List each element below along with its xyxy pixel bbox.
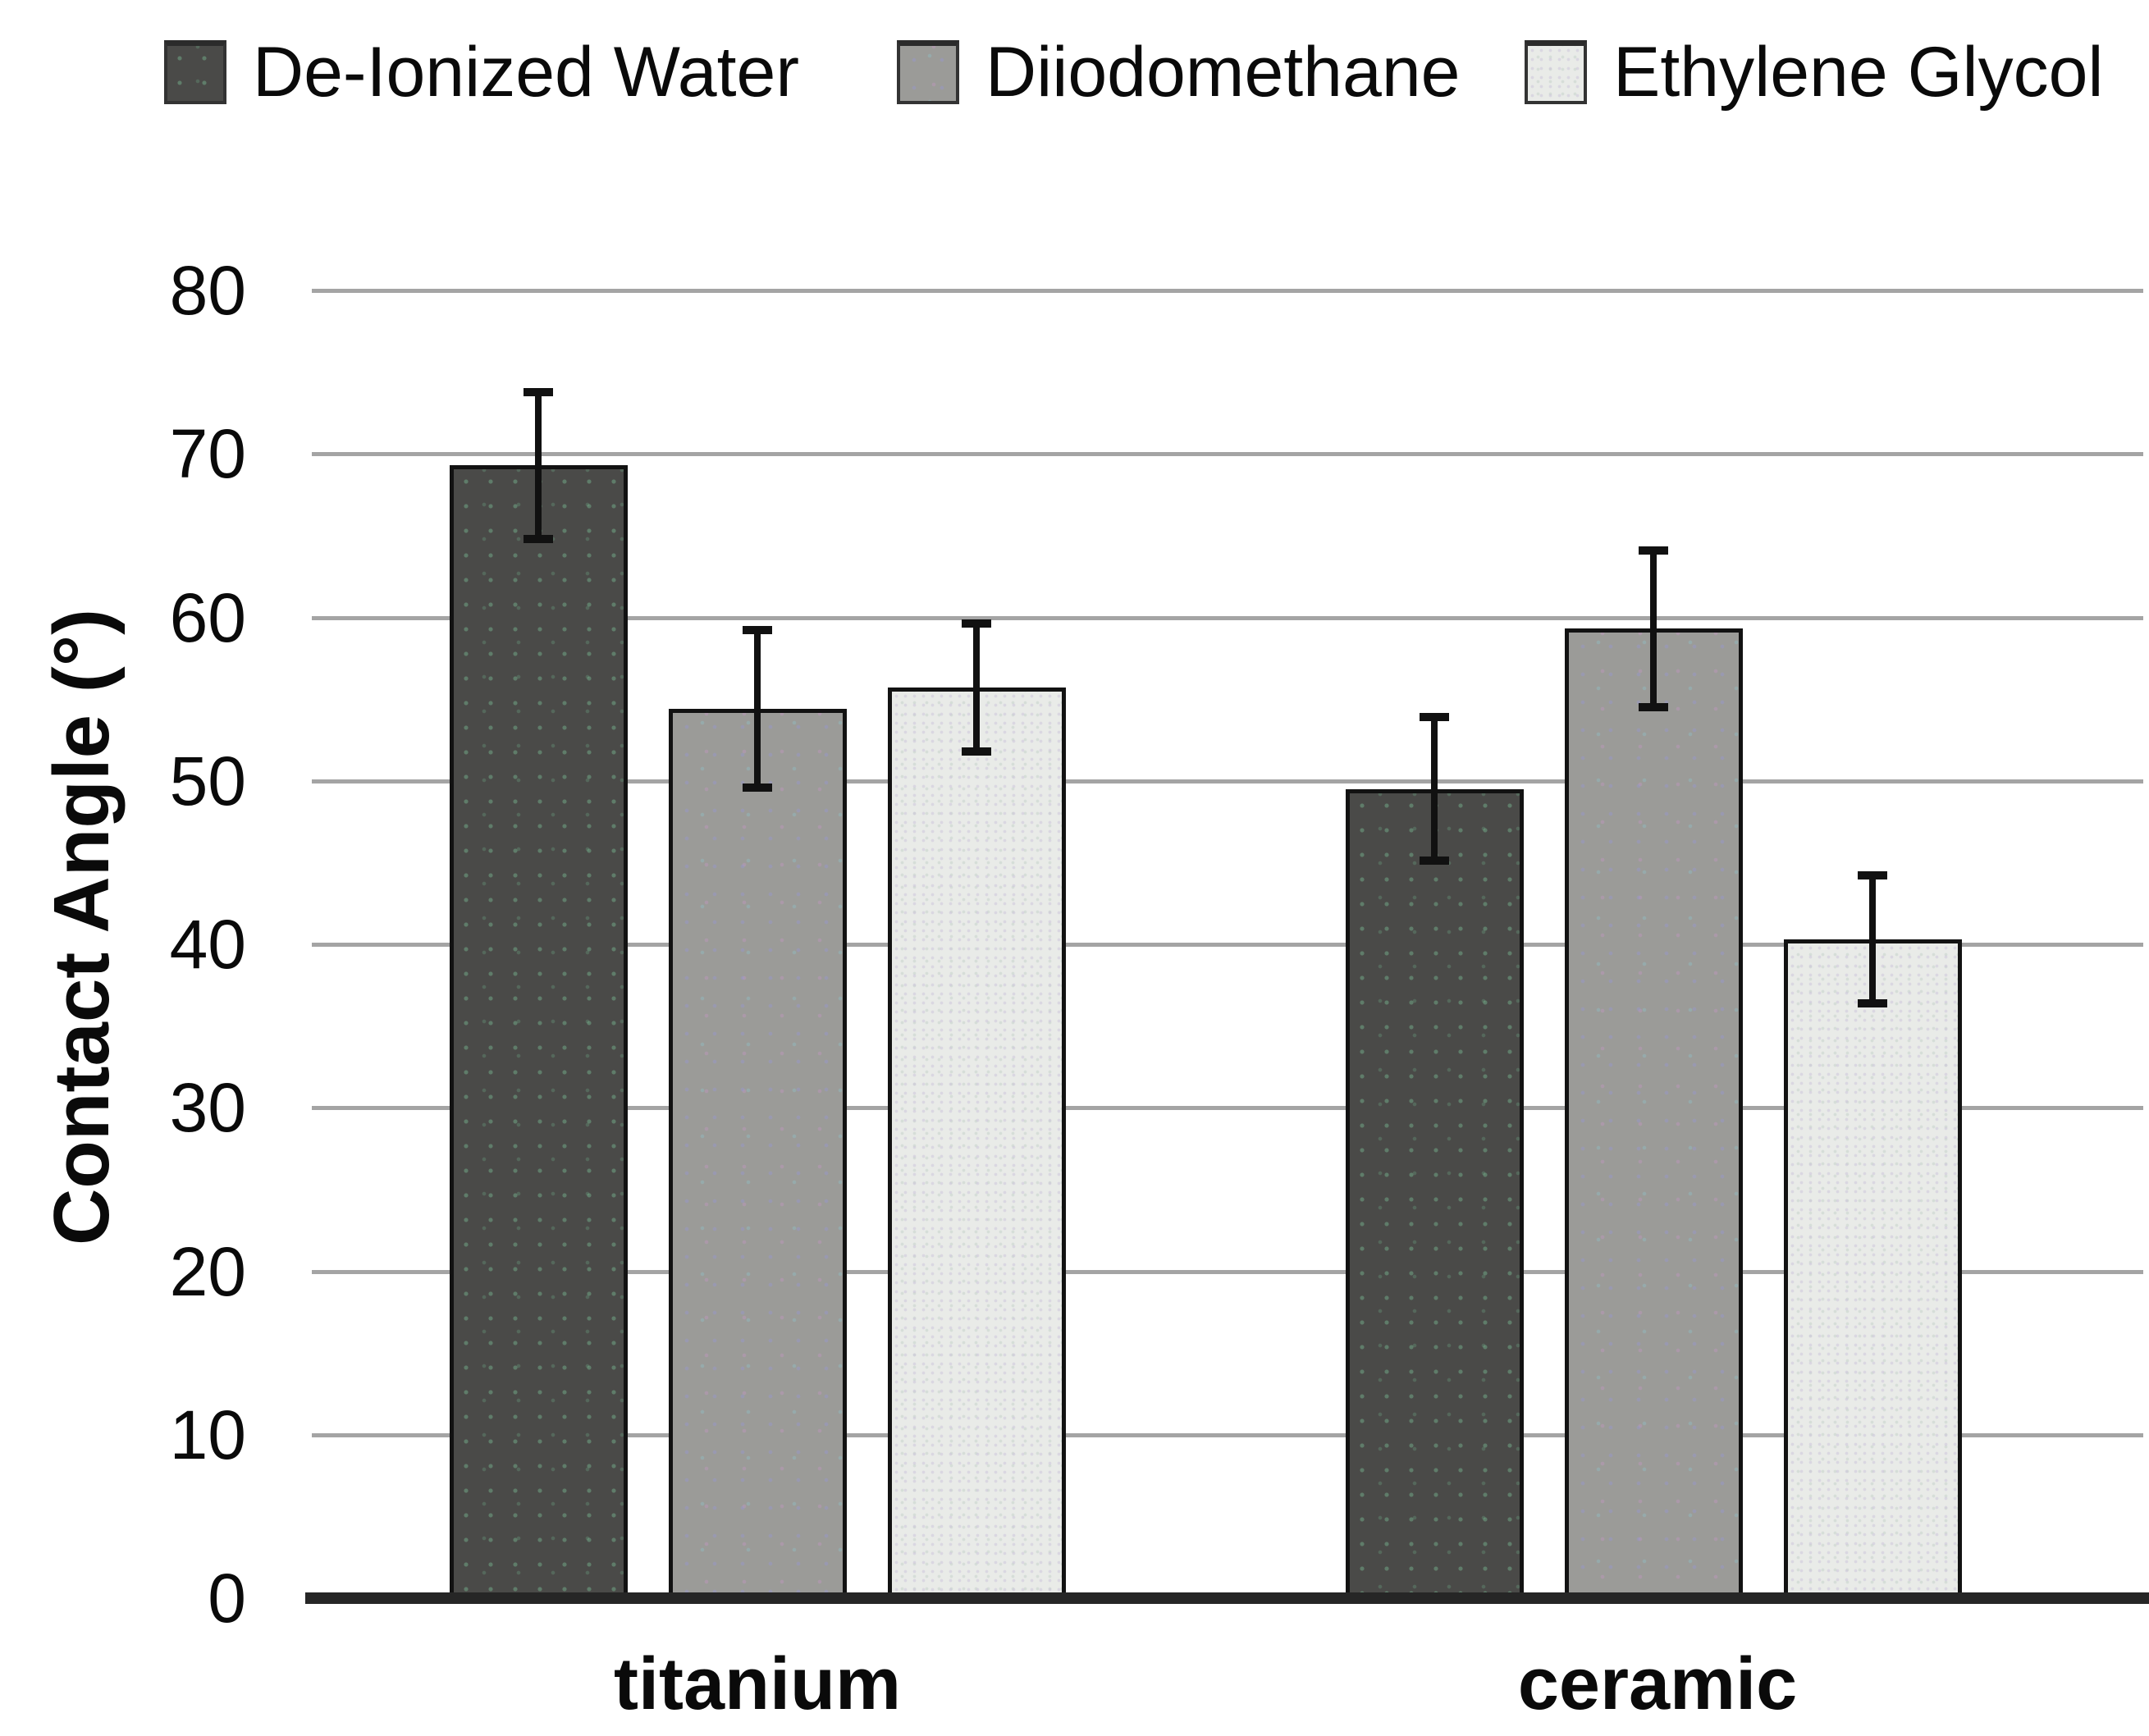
bar-de-ionized-water-ceramic [1345,788,1524,1598]
legend-label-ethylene-glycol: Ethylene Glycol [1613,33,2104,112]
x-axis-baseline [305,1592,2149,1604]
gridline-70 [312,452,2143,457]
y-tick-label-40: 40 [169,906,246,983]
error-bar-diiodomethane-titanium [754,630,761,788]
legend-item-diiodomethane: Diiodomethane [897,33,1460,112]
bar-diiodomethane-titanium [668,709,847,1598]
gridline-60 [312,615,2143,620]
error-bar-cap-bottom-ethylene-glycol-ceramic [1858,998,1887,1007]
y-tick-label-60: 60 [169,578,246,656]
x-category-titanium: titanium [614,1643,901,1725]
error-bar-cap-top-diiodomethane-ceramic [1639,546,1668,555]
error-bar-cap-top-de-ionized-water-ceramic [1420,713,1449,722]
error-bar-cap-top-ethylene-glycol-titanium [962,619,991,628]
legend-swatch-deionized-water [164,40,226,104]
bar-ethylene-glycol-titanium [887,688,1066,1598]
legend-item-ethylene-glycol: Ethylene Glycol [1525,33,2104,112]
error-bar-ethylene-glycol-titanium [973,624,980,752]
error-bar-ethylene-glycol-ceramic [1869,875,1876,1003]
error-bar-cap-top-ethylene-glycol-ceramic [1858,871,1887,880]
legend-swatch-ethylene-glycol [1525,40,1587,104]
x-category-ceramic: ceramic [1517,1643,1798,1725]
error-bar-diiodomethane-ceramic [1650,550,1657,708]
y-tick-label-80: 80 [169,252,246,329]
bar-diiodomethane-ceramic [1564,628,1743,1598]
y-tick-label-10: 10 [169,1396,246,1473]
error-bar-cap-top-de-ionized-water-titanium [524,387,553,396]
error-bar-cap-bottom-diiodomethane-titanium [743,783,772,792]
gridline-80 [312,289,2143,293]
error-bar-cap-bottom-de-ionized-water-titanium [524,534,553,543]
error-bar-cap-top-diiodomethane-titanium [743,626,772,635]
legend-swatch-diiodomethane [897,40,959,104]
gridline-40 [312,943,2143,947]
y-tick-label-50: 50 [169,742,246,820]
error-bar-cap-bottom-ethylene-glycol-titanium [962,747,991,756]
error-bar-cap-bottom-diiodomethane-ceramic [1639,703,1668,712]
legend-item-deionized-water: De-Ionized Water [164,33,799,112]
y-tick-label-0: 0 [208,1560,246,1637]
error-bar-de-ionized-water-titanium [535,391,542,539]
y-tick-label-20: 20 [169,1232,246,1310]
bar-ethylene-glycol-ceramic [1783,939,1962,1598]
y-tick-label-30: 30 [169,1069,246,1147]
y-tick-label-70: 70 [169,415,246,493]
gridline-10 [312,1432,2143,1437]
legend-label-deionized-water: De-Ionized Water [253,33,799,112]
gridline-50 [312,779,2143,783]
gridline-30 [312,1106,2143,1111]
gridline-20 [312,1269,2143,1274]
error-bar-de-ionized-water-ceramic [1431,717,1438,861]
legend-label-diiodomethane: Diiodomethane [985,33,1461,112]
bar-de-ionized-water-titanium [449,465,628,1598]
error-bar-cap-bottom-de-ionized-water-ceramic [1420,857,1449,866]
